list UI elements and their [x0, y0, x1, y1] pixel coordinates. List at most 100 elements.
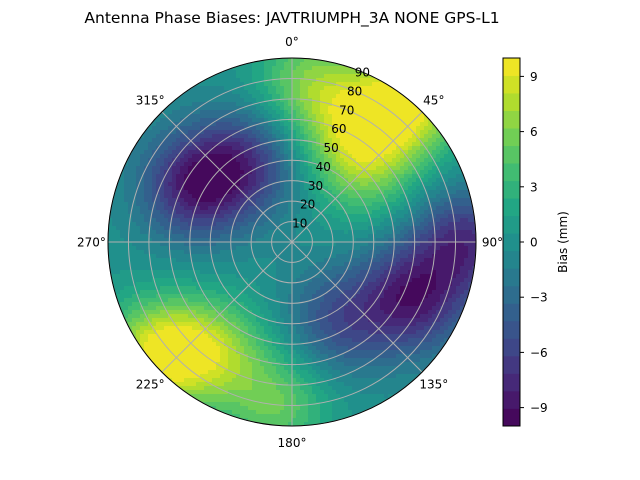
field-cell	[408, 126, 413, 131]
field-cell	[260, 190, 265, 195]
field-cell	[312, 162, 317, 167]
field-cell	[180, 230, 185, 235]
field-cell	[300, 110, 305, 115]
field-cell	[404, 226, 409, 231]
field-cell	[160, 234, 165, 239]
field-cell	[212, 222, 217, 227]
field-cell	[456, 282, 461, 287]
field-cell	[200, 290, 205, 295]
field-cell	[376, 74, 381, 79]
field-cell	[420, 282, 425, 287]
field-cell	[216, 262, 221, 267]
field-cell	[264, 302, 269, 307]
field-cell	[432, 290, 437, 295]
field-cell	[284, 94, 289, 99]
field-cell	[308, 126, 313, 131]
field-cell	[208, 110, 213, 115]
field-cell	[168, 214, 173, 219]
field-cell	[144, 290, 149, 295]
field-cell	[316, 306, 321, 311]
field-cell	[292, 190, 297, 195]
field-cell	[428, 234, 433, 239]
field-cell	[236, 90, 241, 95]
field-cell	[428, 230, 433, 235]
field-cell	[308, 242, 313, 247]
field-cell	[116, 262, 121, 267]
field-cell	[336, 86, 341, 91]
field-cell	[388, 230, 393, 235]
field-cell	[188, 106, 193, 111]
field-cell	[368, 226, 373, 231]
field-cell	[128, 270, 133, 275]
field-cell	[176, 166, 181, 171]
field-cell	[332, 66, 337, 71]
field-cell	[144, 278, 149, 283]
field-cell	[436, 226, 441, 231]
field-cell	[176, 294, 181, 299]
field-cell	[468, 206, 473, 211]
field-cell	[312, 302, 317, 307]
field-cell	[416, 282, 421, 287]
field-cell	[228, 246, 233, 251]
field-cell	[116, 278, 121, 283]
field-cell	[468, 218, 473, 223]
field-cell	[204, 182, 209, 187]
field-cell	[252, 90, 257, 95]
field-cell	[240, 298, 245, 303]
field-cell	[252, 166, 257, 171]
field-cell	[240, 110, 245, 115]
field-cell	[208, 78, 213, 83]
field-cell	[336, 270, 341, 275]
field-cell	[224, 218, 229, 223]
field-cell	[336, 150, 341, 155]
field-cell	[432, 286, 437, 291]
field-cell	[232, 142, 237, 147]
field-cell	[156, 222, 161, 227]
field-cell	[204, 130, 209, 135]
field-cell	[376, 106, 381, 111]
field-cell	[416, 194, 421, 199]
field-cell	[384, 234, 389, 239]
field-cell	[216, 234, 221, 239]
field-cell	[440, 138, 445, 143]
field-cell	[260, 130, 265, 135]
field-cell	[144, 246, 149, 251]
field-cell	[200, 114, 205, 119]
field-cell	[284, 242, 289, 247]
field-cell	[384, 238, 389, 243]
field-cell	[416, 246, 421, 251]
field-cell	[276, 134, 281, 139]
field-cell	[136, 182, 141, 187]
field-cell	[124, 282, 129, 287]
field-cell	[412, 282, 417, 287]
field-cell	[380, 198, 385, 203]
field-cell	[376, 214, 381, 219]
field-cell	[288, 290, 293, 295]
field-cell	[276, 90, 281, 95]
field-cell	[132, 182, 137, 187]
field-cell	[396, 218, 401, 223]
field-cell	[424, 210, 429, 215]
field-cell	[204, 146, 209, 151]
field-cell	[176, 258, 181, 263]
field-cell	[172, 134, 177, 139]
field-cell	[316, 282, 321, 287]
field-cell	[456, 302, 461, 307]
field-cell	[248, 78, 253, 83]
field-cell	[276, 214, 281, 219]
field-cell	[272, 166, 277, 171]
field-cell	[384, 254, 389, 259]
field-cell	[348, 270, 353, 275]
field-cell	[360, 218, 365, 223]
field-cell	[260, 118, 265, 123]
field-cell	[224, 134, 229, 139]
field-cell	[336, 238, 341, 243]
field-cell	[220, 262, 225, 267]
field-cell	[200, 82, 205, 87]
field-cell	[352, 170, 357, 175]
field-cell	[320, 198, 325, 203]
field-cell	[228, 270, 233, 275]
field-cell	[288, 234, 293, 239]
field-cell	[276, 94, 281, 99]
